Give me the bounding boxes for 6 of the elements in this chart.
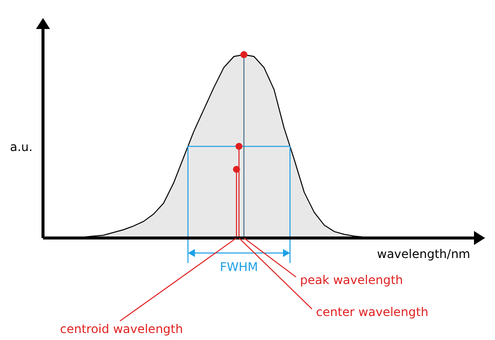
text: peak wavelength <box>300 273 404 288</box>
y-axis-title: a.u. <box>10 140 33 154</box>
text: center wavelength <box>316 305 428 320</box>
x-axis-title: wavelength/nm <box>377 247 470 262</box>
text: FWHM <box>220 260 258 274</box>
text: centroid wavelength <box>60 322 183 336</box>
